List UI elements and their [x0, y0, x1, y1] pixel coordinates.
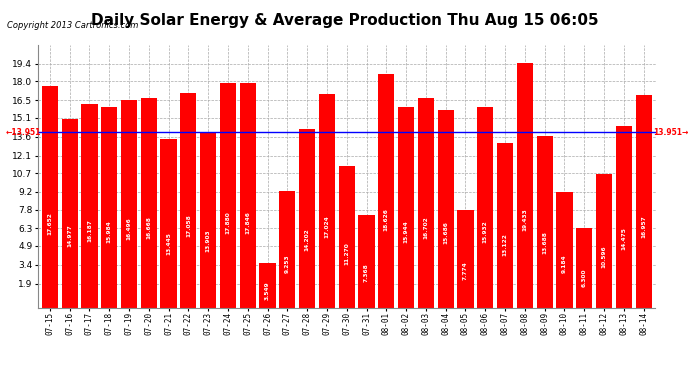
Text: 17.880: 17.880	[226, 211, 230, 234]
Bar	[358, 215, 375, 308]
Text: Copyright 2013 Cartronics.com: Copyright 2013 Cartronics.com	[7, 21, 138, 30]
Text: 15.932: 15.932	[483, 220, 488, 243]
Bar	[279, 191, 295, 308]
Bar	[497, 143, 513, 308]
Bar	[378, 74, 395, 308]
Text: 14.475: 14.475	[621, 227, 627, 250]
Bar	[220, 83, 236, 308]
Text: 15.984: 15.984	[107, 220, 112, 243]
Bar	[635, 94, 652, 308]
Text: 7.774: 7.774	[463, 261, 468, 280]
Text: 14.202: 14.202	[305, 228, 310, 251]
Text: 13.903: 13.903	[206, 230, 210, 252]
Text: 3.549: 3.549	[265, 281, 270, 300]
Text: 13.122: 13.122	[502, 233, 508, 256]
Bar	[161, 139, 177, 308]
Bar	[141, 98, 157, 308]
Text: 13.688: 13.688	[542, 231, 547, 254]
Text: 16.668: 16.668	[146, 216, 151, 239]
Text: 16.496: 16.496	[126, 217, 132, 240]
Bar	[457, 210, 473, 308]
Text: ←13.951: ←13.951	[6, 128, 41, 137]
Text: 17.024: 17.024	[324, 215, 329, 238]
Text: 16.702: 16.702	[424, 216, 428, 239]
Bar	[339, 166, 355, 308]
Bar	[81, 104, 97, 308]
Text: Average  (kWh): Average (kWh)	[479, 15, 546, 24]
Bar	[239, 83, 256, 308]
Text: 6.300: 6.300	[582, 268, 586, 286]
Bar	[398, 107, 414, 308]
Text: 17.652: 17.652	[48, 212, 52, 235]
Bar	[121, 100, 137, 308]
Text: 10.596: 10.596	[602, 246, 607, 268]
Bar	[576, 228, 592, 308]
Text: 17.846: 17.846	[245, 211, 250, 234]
Bar	[101, 107, 117, 307]
Text: 9.184: 9.184	[562, 254, 567, 273]
Text: 15.686: 15.686	[443, 221, 448, 244]
Bar	[41, 86, 58, 308]
Bar	[200, 133, 216, 308]
Bar	[437, 111, 454, 308]
Text: 18.626: 18.626	[384, 208, 388, 231]
Bar	[477, 107, 493, 308]
Bar	[537, 136, 553, 308]
Text: 16.187: 16.187	[87, 219, 92, 242]
Bar	[417, 98, 434, 308]
Bar	[61, 119, 78, 308]
Bar	[556, 192, 573, 308]
Bar	[517, 63, 533, 308]
Bar	[319, 94, 335, 308]
Bar	[180, 93, 197, 308]
Text: 19.433: 19.433	[522, 208, 527, 231]
Bar	[299, 129, 315, 308]
Text: 14.977: 14.977	[67, 225, 72, 248]
Text: 9.253: 9.253	[285, 254, 290, 273]
Text: 17.058: 17.058	[186, 215, 191, 237]
Bar	[259, 263, 276, 308]
Bar	[596, 174, 612, 308]
Text: Daily Solar Energy & Average Production Thu Aug 15 06:05: Daily Solar Energy & Average Production …	[91, 13, 599, 28]
Bar	[615, 126, 632, 308]
Text: 11.270: 11.270	[344, 242, 349, 265]
Text: 13.951→: 13.951→	[653, 128, 688, 137]
Text: 7.368: 7.368	[364, 263, 369, 282]
Text: 16.957: 16.957	[641, 215, 646, 238]
Text: Daily  (kWh): Daily (kWh)	[587, 15, 640, 24]
Text: 15.944: 15.944	[404, 220, 408, 243]
Text: 13.445: 13.445	[166, 232, 171, 255]
